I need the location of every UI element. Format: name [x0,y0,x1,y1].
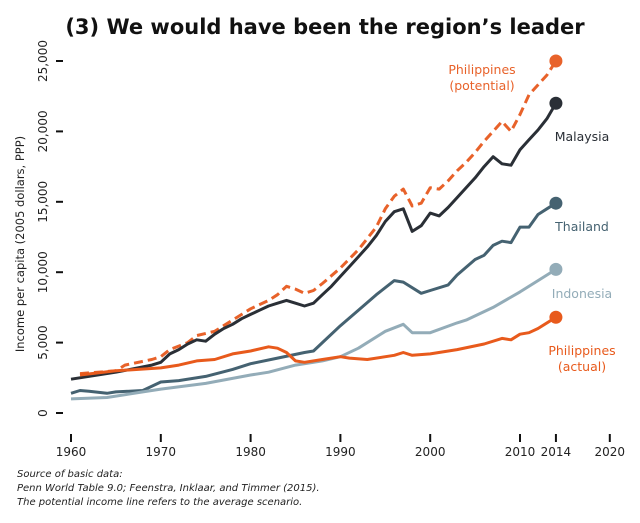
series-label-philippines-potential: (potential) [449,78,514,93]
series-label-indonesia: Indonesia [552,286,612,301]
series-label-thailand: Thailand [554,219,609,234]
y-tick-label: 0 [36,409,50,417]
x-tick-label: 1980 [235,445,266,459]
line-chart: (3) We would have been the region’s lead… [13,15,626,459]
y-tick-label: 20,000 [36,110,50,152]
end-marker-philippines-actual [549,310,563,324]
series-line-thailand [70,201,557,395]
series-label-malaysia: Malaysia [555,129,610,144]
series-line-indonesia [70,268,557,401]
x-tick-label: 2020 [595,445,626,459]
series-line-philippines-actual [79,316,557,377]
x-tick-label: 1970 [146,445,177,459]
series-line-malaysia [70,102,558,381]
y-tick-label: 15,000 [36,181,50,223]
end-marker-philippines-potential [549,54,563,68]
source-note-3: The potential income line refers to the … [17,497,303,508]
series-label-philippines-potential: Philippines [448,62,515,77]
series-label-philippines-actual: (actual) [558,359,606,374]
x-tick-label: 2014 [541,445,572,459]
y-tick-label: 10,000 [36,251,50,293]
series-label-philippines-actual: Philippines [548,343,615,358]
y-axis-label: Income per capita (2005 dollars, PPP) [13,136,27,352]
end-marker-indonesia [549,262,563,276]
y-tick-label: 5,000 [36,325,50,359]
x-tick-label: 1990 [325,445,356,459]
x-tick-label: 2010 [505,445,536,459]
series-line-philippines-potential [79,60,558,376]
source-note-1: Source of basic data: [17,469,123,480]
x-tick-label: 1960 [56,445,87,459]
source-note-2: Penn World Table 9.0; Feenstra, Inklaar,… [17,483,320,494]
y-tick-label: 25,000 [36,40,50,82]
x-tick-label: 2000 [415,445,446,459]
end-marker-malaysia [549,96,563,110]
end-marker-thailand [549,196,563,210]
chart-title: (3) We would have been the region’s lead… [65,15,585,39]
